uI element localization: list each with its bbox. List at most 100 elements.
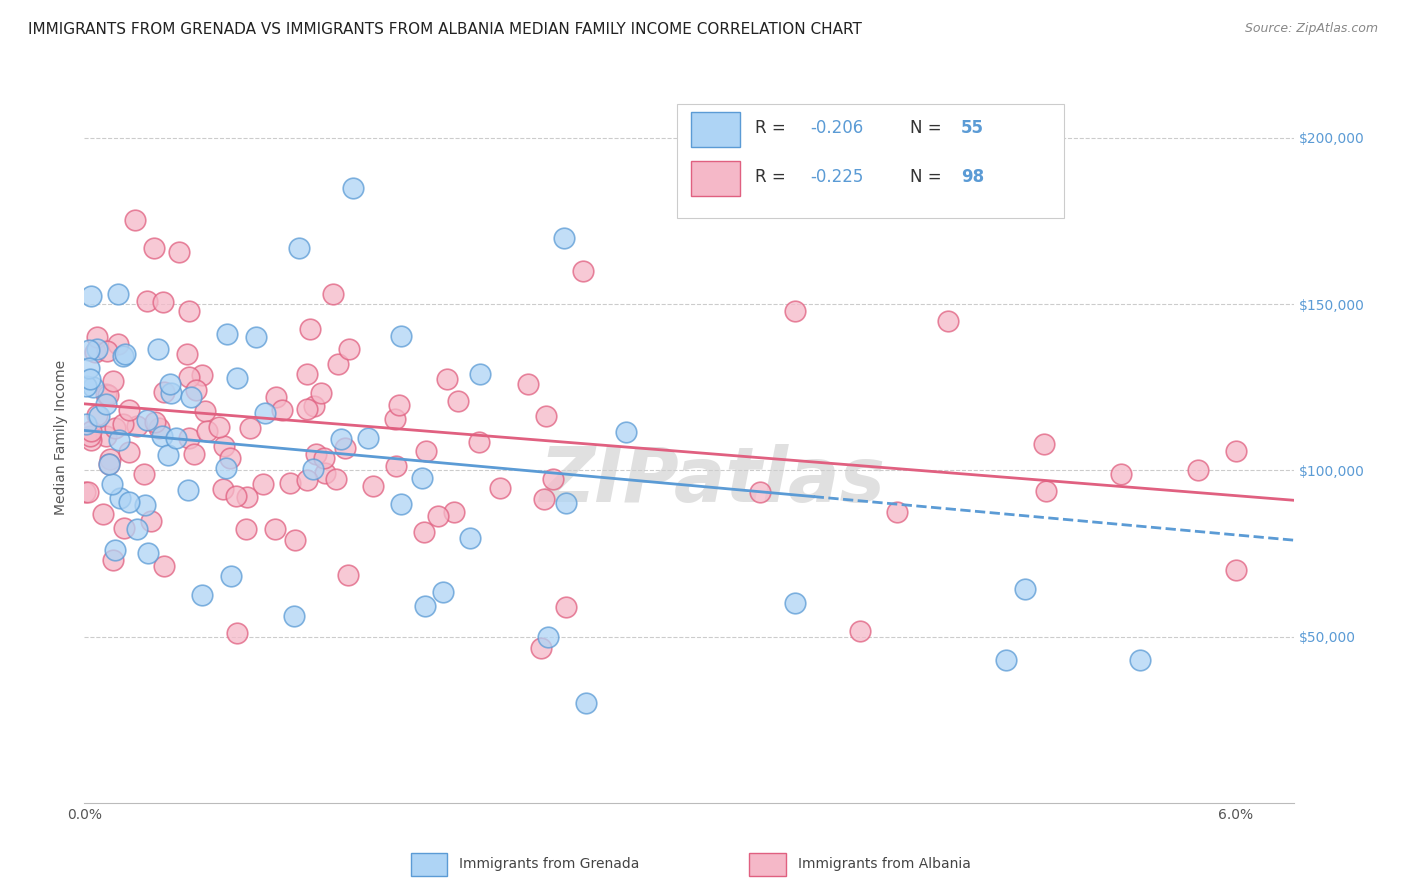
Point [159, 386, 181, 401]
Point [82, 379, 104, 393]
Point [468, 434, 491, 449]
Point [1014, 582, 1036, 596]
Point [436, 371, 458, 385]
Point [101, 553, 124, 567]
Point [328, 357, 350, 371]
Text: 55: 55 [962, 119, 984, 136]
Point [91, 508, 114, 522]
Point [96, 429, 118, 443]
Point [148, 421, 170, 435]
Point [447, 393, 470, 408]
Point [108, 491, 131, 505]
Point [152, 559, 174, 574]
Point [443, 505, 465, 519]
Point [96, 387, 118, 401]
Point [225, 489, 247, 503]
Point [191, 588, 214, 602]
Point [111, 349, 134, 363]
Point [157, 448, 180, 462]
Point [325, 472, 347, 486]
Text: ZIPatlas: ZIPatlas [540, 444, 886, 518]
Point [322, 286, 344, 301]
Point [516, 376, 538, 391]
Point [314, 466, 336, 480]
Point [235, 490, 257, 504]
Point [245, 330, 267, 344]
Text: -0.225: -0.225 [810, 168, 863, 186]
Point [533, 491, 555, 506]
Point [125, 419, 148, 434]
Point [136, 546, 159, 560]
Point [1035, 484, 1057, 499]
Point [337, 343, 360, 357]
Point [534, 409, 557, 423]
Point [572, 264, 595, 278]
Point [304, 399, 326, 413]
Point [179, 431, 201, 445]
Point [75, 379, 97, 393]
Point [252, 477, 274, 491]
Point [541, 472, 564, 486]
Point [1225, 443, 1247, 458]
Point [184, 383, 207, 397]
Point [253, 406, 276, 420]
Point [150, 428, 173, 442]
Point [195, 425, 218, 439]
Text: N =: N = [910, 119, 948, 136]
Point [86, 330, 108, 344]
Point [75, 485, 97, 500]
Point [415, 444, 437, 458]
Point [152, 385, 174, 400]
Point [239, 421, 262, 435]
Point [555, 496, 578, 510]
Point [103, 374, 125, 388]
Point [311, 385, 333, 400]
Point [167, 244, 190, 259]
Point [87, 409, 110, 424]
Point [460, 531, 482, 545]
Point [537, 630, 560, 644]
Point [112, 520, 135, 534]
Point [389, 329, 412, 343]
Point [79, 429, 101, 443]
Point [266, 390, 288, 404]
Point [342, 180, 364, 194]
Point [936, 314, 959, 328]
Point [77, 484, 100, 499]
Point [748, 484, 770, 499]
Point [80, 424, 103, 438]
Point [176, 347, 198, 361]
Point [468, 368, 491, 382]
FancyBboxPatch shape [411, 853, 447, 876]
Point [278, 475, 301, 490]
Point [1129, 653, 1152, 667]
Point [177, 483, 200, 497]
Point [194, 404, 217, 418]
Point [1225, 563, 1247, 577]
Point [114, 347, 136, 361]
FancyBboxPatch shape [692, 112, 740, 146]
Point [104, 420, 127, 434]
Point [143, 415, 166, 429]
Point [849, 624, 872, 638]
Point [214, 461, 236, 475]
Point [994, 653, 1017, 667]
FancyBboxPatch shape [676, 104, 1064, 218]
Point [77, 360, 100, 375]
Point [295, 473, 318, 487]
Point [77, 343, 100, 358]
Point [107, 286, 129, 301]
Point [98, 458, 121, 472]
Point [287, 242, 309, 256]
Point [783, 596, 806, 610]
Point [295, 368, 318, 382]
Point [226, 625, 249, 640]
Point [235, 522, 257, 536]
Point [297, 401, 319, 416]
Point [575, 696, 598, 710]
Text: IMMIGRANTS FROM GRENADA VS IMMIGRANTS FROM ALBANIA MEDIAN FAMILY INCOME CORRELAT: IMMIGRANTS FROM GRENADA VS IMMIGRANTS FR… [28, 22, 862, 37]
Point [108, 433, 131, 447]
Point [141, 514, 163, 528]
Point [389, 497, 412, 511]
FancyBboxPatch shape [749, 853, 786, 876]
